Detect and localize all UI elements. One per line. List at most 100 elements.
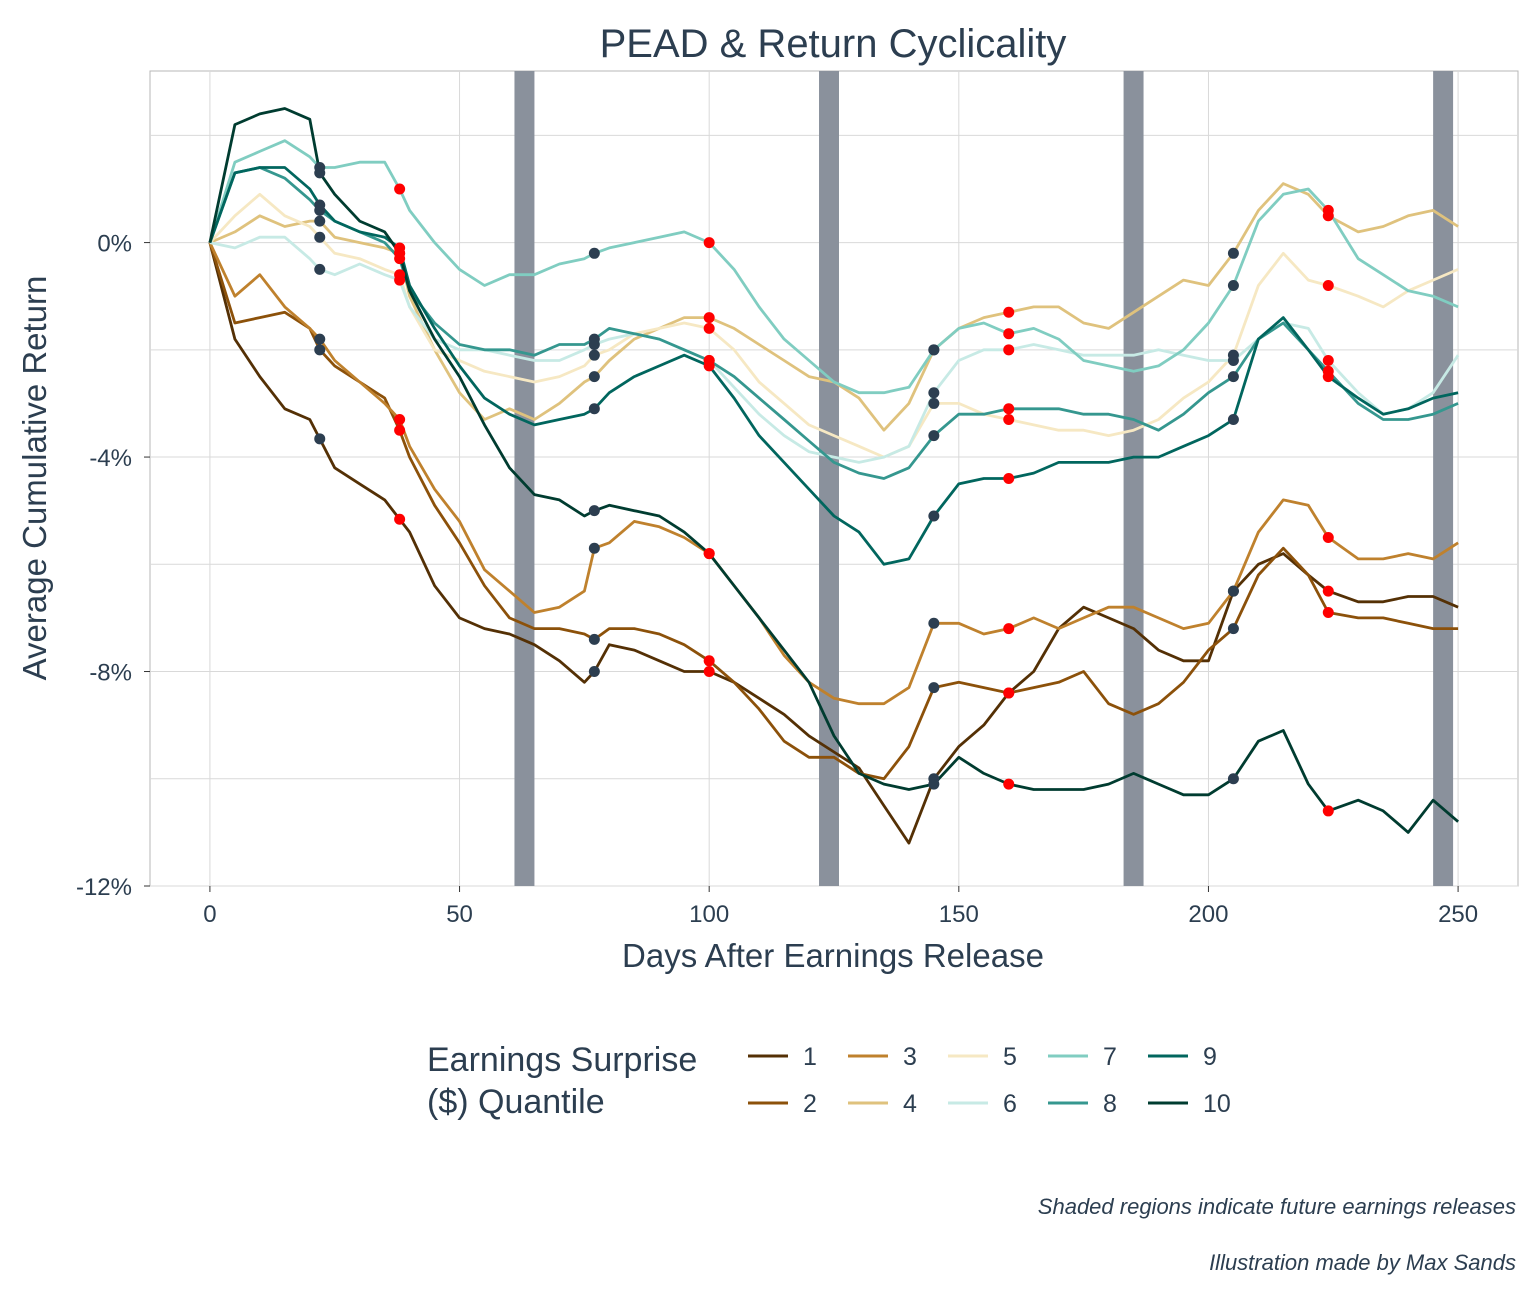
marker-dark-q1 [314,433,326,445]
marker-red-q9 [1322,371,1334,383]
marker-dark-q3 [314,333,326,345]
marker-dark-q7 [588,247,600,259]
marker-red-q4 [1003,306,1015,318]
marker-dark-q5 [928,397,940,409]
marker-dark-q1 [588,666,600,678]
marker-dark-q5 [314,231,326,243]
caption-shaded-note: Shaded regions indicate future earnings … [1038,1194,1516,1219]
marker-red-q9 [703,360,715,372]
marker-red-q3 [1003,623,1015,635]
marker-red-q8 [1003,403,1015,415]
x-tick-label: 150 [939,901,979,928]
legend: Earnings Surprise ($) Quantile 1 2 3 4 5 6 7 8 9… [427,1041,1231,1121]
legend-label-q8: 8 [1103,1090,1117,1118]
future-earnings-shade [1123,71,1144,886]
legend-label-q6: 6 [1003,1090,1017,1118]
marker-dark-q9 [1227,414,1239,426]
series-line-q2 [208,242,1459,781]
x-axis-title: Days After Earnings Release [622,937,1044,974]
marker-dark-q2 [1227,623,1239,635]
marker-red-q10 [1322,805,1334,817]
marker-red-q2 [1322,607,1334,619]
x-tick-label: 50 [446,901,473,928]
marker-red-q2 [1003,687,1015,699]
marker-red-q5 [703,322,715,334]
legend-label-q5: 5 [1003,1043,1017,1071]
marker-dark-q9 [314,199,326,211]
marker-red-q5 [1322,279,1334,291]
legend-label-q3: 3 [903,1043,917,1071]
marker-red-q3 [1322,531,1334,543]
marker-dark-q4 [314,215,326,227]
legend-title: Earnings Surprise ($) Quantile [427,1041,707,1121]
plot-area [149,70,1519,887]
y-tick-label: -4% [89,445,132,472]
y-tick-label: -12% [76,874,132,901]
marker-dark-q2 [588,633,600,645]
future-earnings-shade [514,71,535,886]
marker-dark-q6 [1227,355,1239,367]
marker-red-q10 [394,247,406,259]
x-axis-ticks: 0 50 100 150 200 250 [203,886,1478,928]
marker-red-q7 [394,183,406,195]
marker-red-q1 [1322,585,1334,597]
legend-label-q2: 2 [803,1090,817,1118]
marker-dark-q2 [314,344,326,356]
marker-dark-q9 [928,510,940,522]
marker-dark-q6 [928,387,940,399]
marker-dark-q7 [1227,279,1239,291]
y-axis-ticks: 0% -4% -8% -12% [76,231,150,901]
y-axis-title: Average Cumulative Return [16,276,53,681]
marker-red-q2 [703,655,715,667]
legend-label-q1: 1 [803,1043,817,1071]
legend-label-q9: 9 [1203,1043,1217,1071]
marker-red-q10 [703,548,715,560]
future-earnings-shade [819,71,839,886]
marker-dark-q8 [1227,371,1239,383]
marker-dark-q8 [928,430,940,442]
series-line-q1 [208,242,1459,845]
y-tick-label: 0% [97,231,132,258]
y-tick-label: -8% [89,660,132,687]
marker-dark-q2 [928,682,940,694]
legend-label-q4: 4 [903,1090,917,1118]
marker-red-q4 [703,312,715,324]
marker-red-q7 [1003,328,1015,340]
marker-dark-q10 [928,778,940,790]
legend-label-q7: 7 [1103,1043,1117,1071]
event-markers [314,162,1334,817]
marker-dark-q7 [928,344,940,356]
marker-red-q7 [1322,204,1334,216]
marker-dark-q3 [1227,585,1239,597]
legend-label-q10: 10 [1203,1090,1231,1118]
marker-dark-q8 [588,333,600,345]
marker-red-q6 [394,274,406,286]
marker-red-q2 [394,424,406,436]
marker-dark-q5 [588,349,600,361]
marker-dark-q4 [1227,247,1239,259]
x-tick-label: 0 [203,901,216,928]
marker-red-q6 [1003,344,1015,356]
marker-red-q5 [1003,414,1015,426]
legend-items: 1 2 3 4 5 6 7 8 9 10 [748,1043,1231,1118]
marker-red-q6 [1322,355,1334,367]
caption-credit: Illustration made by Max Sands [1209,1250,1516,1275]
legend-title-line-1: Earnings Surprise [427,1041,697,1079]
marker-red-q7 [703,237,715,249]
chart-title: PEAD & Return Cyclicality [600,22,1067,66]
x-tick-label: 200 [1188,901,1228,928]
marker-dark-q10 [314,167,326,179]
marker-red-q9 [1003,473,1015,484]
marker-red-q1 [703,666,715,678]
marker-dark-q9 [588,403,600,415]
marker-red-q10 [1003,778,1015,790]
marker-red-q1 [394,513,406,525]
marker-red-q3 [394,414,406,426]
marker-dark-q6 [314,263,326,275]
x-tick-label: 100 [689,901,729,928]
x-tick-label: 250 [1438,901,1478,928]
legend-title-line-2: ($) Quantile [427,1083,605,1121]
future-earnings-shade [1433,71,1454,886]
marker-dark-q3 [588,542,600,554]
